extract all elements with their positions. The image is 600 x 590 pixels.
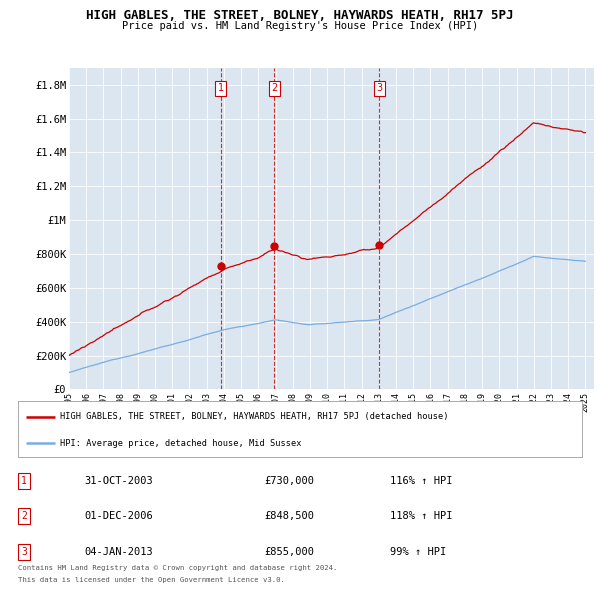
Text: HIGH GABLES, THE STREET, BOLNEY, HAYWARDS HEATH, RH17 5PJ: HIGH GABLES, THE STREET, BOLNEY, HAYWARD… <box>86 9 514 22</box>
Text: 1: 1 <box>218 83 224 93</box>
Text: This data is licensed under the Open Government Licence v3.0.: This data is licensed under the Open Gov… <box>18 577 285 583</box>
Text: 99% ↑ HPI: 99% ↑ HPI <box>390 547 446 556</box>
Text: Contains HM Land Registry data © Crown copyright and database right 2024.: Contains HM Land Registry data © Crown c… <box>18 565 337 571</box>
Text: 2: 2 <box>21 512 27 521</box>
Text: 116% ↑ HPI: 116% ↑ HPI <box>390 476 452 486</box>
Text: HIGH GABLES, THE STREET, BOLNEY, HAYWARDS HEATH, RH17 5PJ (detached house): HIGH GABLES, THE STREET, BOLNEY, HAYWARD… <box>60 412 449 421</box>
Text: £730,000: £730,000 <box>264 476 314 486</box>
Text: £848,500: £848,500 <box>264 512 314 521</box>
Text: Price paid vs. HM Land Registry's House Price Index (HPI): Price paid vs. HM Land Registry's House … <box>122 21 478 31</box>
Text: 118% ↑ HPI: 118% ↑ HPI <box>390 512 452 521</box>
Text: 3: 3 <box>21 547 27 556</box>
Text: 1: 1 <box>21 476 27 486</box>
Text: 01-DEC-2006: 01-DEC-2006 <box>84 512 153 521</box>
Text: £855,000: £855,000 <box>264 547 314 556</box>
Text: 31-OCT-2003: 31-OCT-2003 <box>84 476 153 486</box>
Text: 3: 3 <box>376 83 382 93</box>
Text: HPI: Average price, detached house, Mid Sussex: HPI: Average price, detached house, Mid … <box>60 439 302 448</box>
Text: 04-JAN-2013: 04-JAN-2013 <box>84 547 153 556</box>
Text: 2: 2 <box>271 83 277 93</box>
